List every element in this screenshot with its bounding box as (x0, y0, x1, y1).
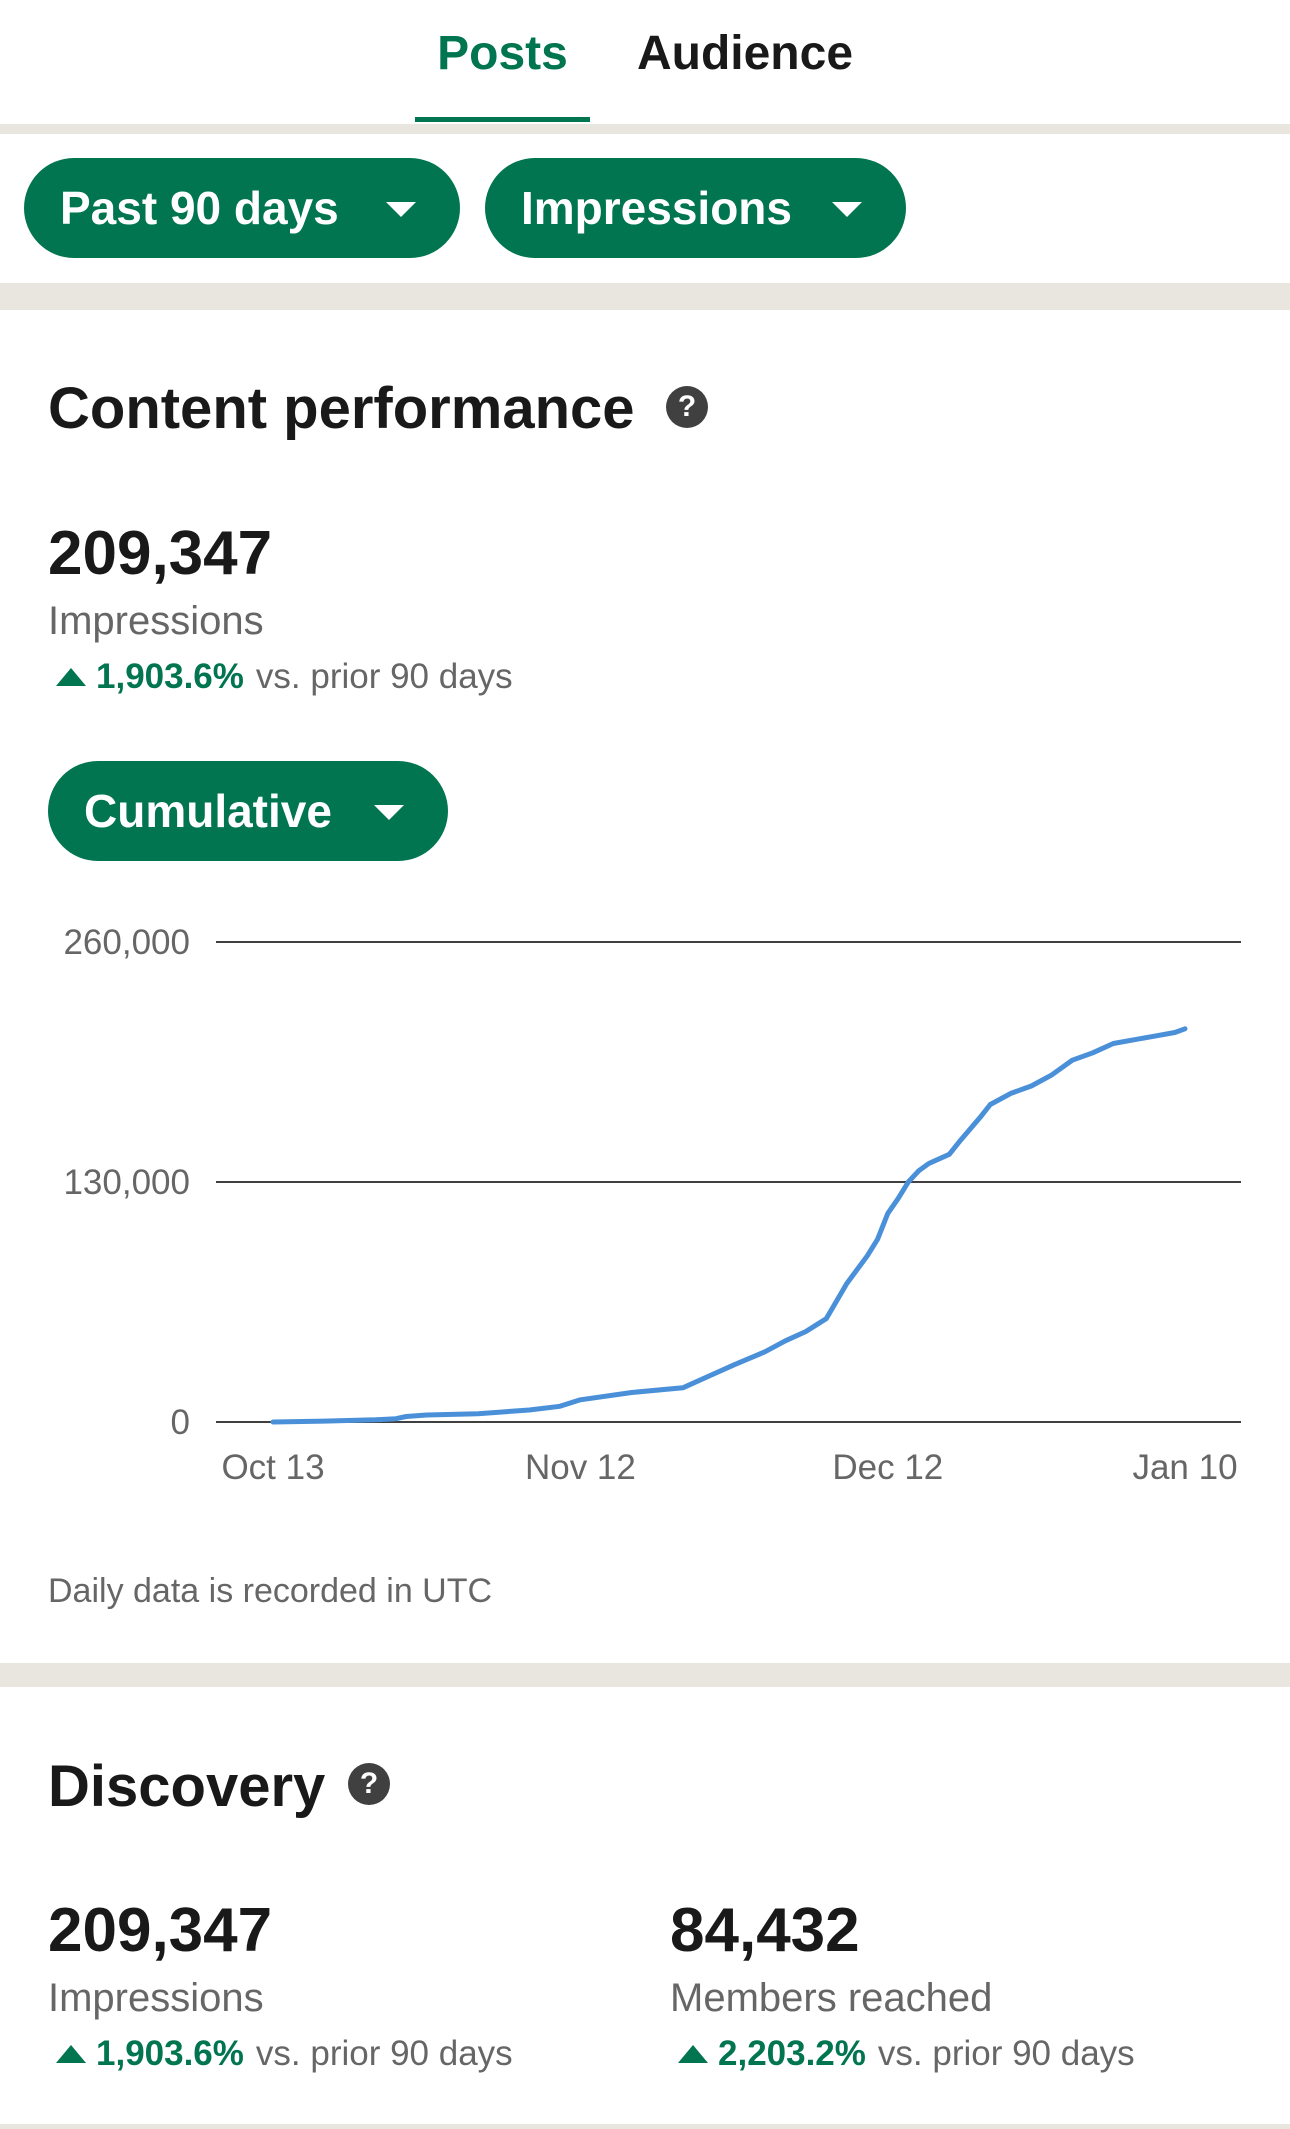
impressions-value: 209,347 (48, 519, 273, 588)
y-tick-label: 260,000 (63, 923, 190, 962)
change-percent: 1,903.6% (96, 2034, 244, 2073)
tab-active-indicator (415, 117, 590, 122)
tab-audience-label: Audience (636, 27, 854, 80)
arrow-up-icon (56, 667, 86, 686)
caret-down-icon (832, 202, 862, 217)
x-tick-label: Dec 12 (832, 1448, 943, 1487)
impressions-line-chart: 260,000 130,000 0 Oct 13 Nov 12 Dec 12 Jan 10 (63, 923, 1241, 1487)
arrow-up-icon (56, 2044, 86, 2063)
utc-footnote: Daily data is recorded in UTC (48, 1572, 493, 1610)
content-performance-title: Content performance (48, 376, 635, 441)
y-tick-label: 0 (171, 1403, 190, 1442)
date-range-dropdown[interactable]: Past 90 days (24, 158, 460, 258)
members-reached-label: Members reached (670, 1976, 993, 2020)
tab-posts[interactable]: Posts (415, 0, 590, 124)
date-range-label: Past 90 days (60, 182, 339, 234)
change-percent: 1,903.6% (96, 657, 244, 696)
discovery-impressions-label: Impressions (48, 1976, 264, 2020)
change-text: vs. prior 90 days (877, 2034, 1135, 2073)
change-text: vs. prior 90 days (255, 2034, 513, 2073)
tab-audience[interactable]: Audience (630, 0, 860, 124)
impressions-series-line (270, 1026, 1188, 1425)
help-icon[interactable]: ? (348, 1763, 390, 1805)
impressions-change: 1,903.6% vs. prior 90 days (48, 659, 513, 694)
divider (0, 283, 1290, 310)
divider (0, 2124, 1290, 2129)
arrow-up-icon (678, 2044, 708, 2063)
y-tick-label: 130,000 (63, 1163, 190, 1202)
members-reached-value: 84,432 (670, 1896, 860, 1965)
x-tick-label: Oct 13 (221, 1448, 324, 1487)
tab-posts-label: Posts (437, 27, 568, 80)
cumulative-dropdown[interactable]: Cumulative (48, 761, 448, 861)
cumulative-label: Cumulative (84, 785, 332, 837)
x-tick-label: Jan 10 (1132, 1448, 1237, 1487)
impressions-label: Impressions (48, 599, 264, 643)
caret-down-icon (374, 805, 404, 820)
metric-dropdown[interactable]: Impressions (485, 158, 906, 258)
change-text: vs. prior 90 days (255, 657, 513, 696)
caret-down-icon (386, 202, 416, 217)
discovery-impressions-change: 1,903.6% vs. prior 90 days (48, 2036, 513, 2071)
change-percent: 2,203.2% (718, 2034, 866, 2073)
tab-bar: Posts Audience (0, 0, 1290, 124)
discovery-title: Discovery (48, 1754, 326, 1819)
discovery-impressions-value: 209,347 (48, 1896, 273, 1965)
members-reached-change: 2,203.2% vs. prior 90 days (670, 2036, 1135, 2071)
divider (0, 1663, 1290, 1687)
metric-label: Impressions (521, 182, 792, 234)
help-icon[interactable]: ? (666, 386, 708, 428)
divider (0, 124, 1290, 134)
x-tick-label: Nov 12 (525, 1448, 636, 1487)
